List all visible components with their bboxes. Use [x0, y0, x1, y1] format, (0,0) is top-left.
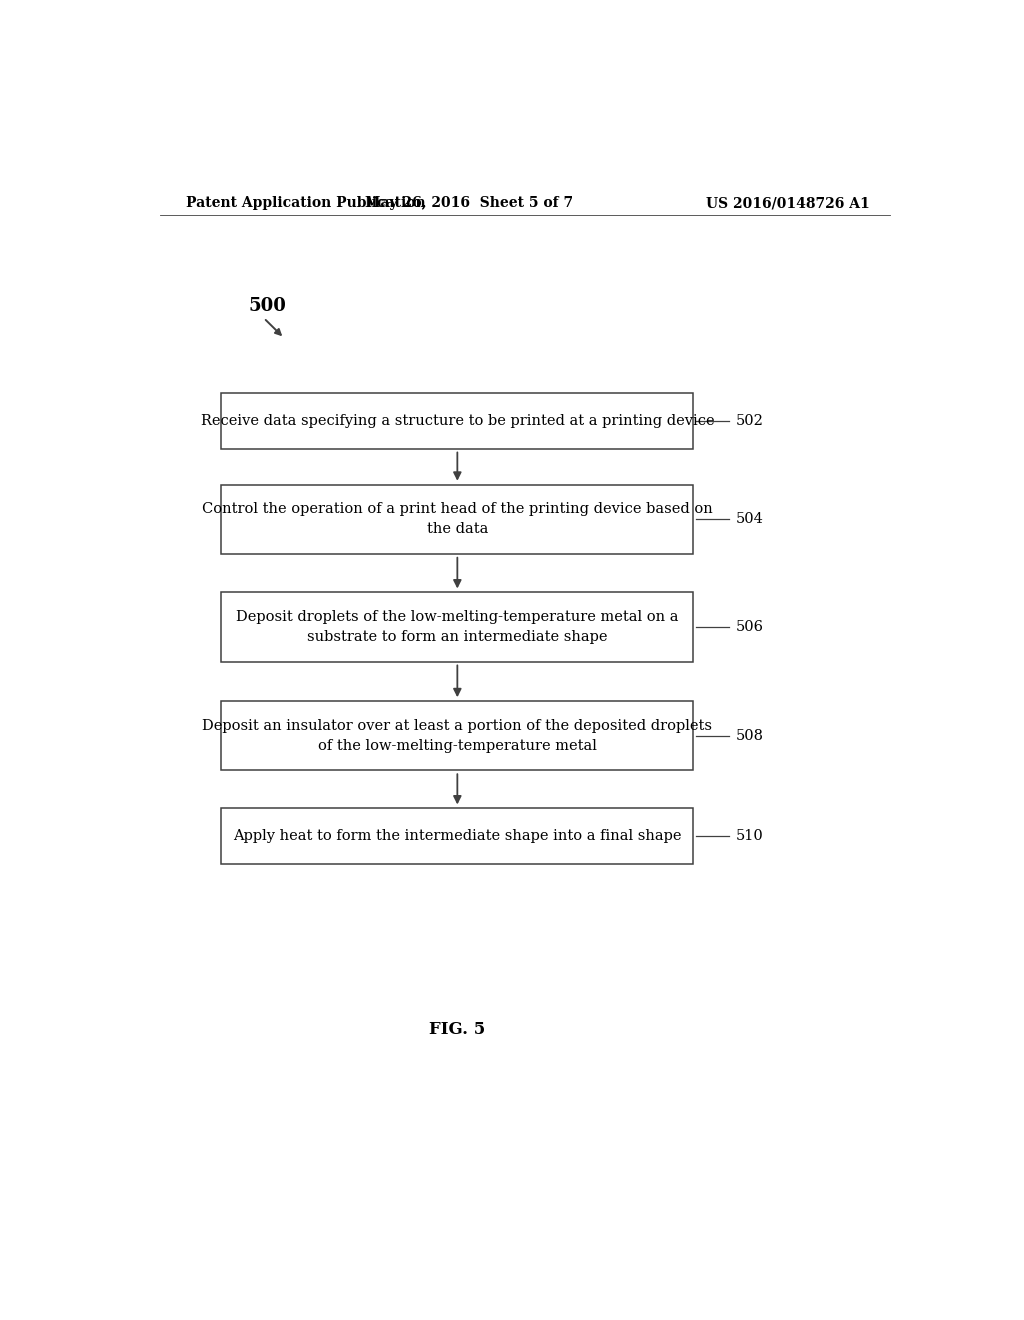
Text: 506: 506: [735, 620, 764, 634]
Text: Deposit an insulator over at least a portion of the deposited droplets
of the lo: Deposit an insulator over at least a por…: [203, 718, 713, 752]
Text: Apply heat to form the intermediate shape into a final shape: Apply heat to form the intermediate shap…: [233, 829, 682, 843]
Text: 502: 502: [735, 413, 763, 428]
Text: 504: 504: [735, 512, 763, 527]
Text: 500: 500: [249, 297, 287, 314]
Text: 510: 510: [735, 829, 763, 843]
Bar: [221, 593, 693, 661]
Text: 508: 508: [735, 729, 764, 743]
Text: US 2016/0148726 A1: US 2016/0148726 A1: [707, 197, 870, 210]
Text: Deposit droplets of the low-melting-temperature metal on a
substrate to form an : Deposit droplets of the low-melting-temp…: [237, 610, 679, 644]
Bar: [221, 808, 693, 865]
Bar: [221, 392, 693, 449]
Bar: [221, 701, 693, 771]
Text: May 26, 2016  Sheet 5 of 7: May 26, 2016 Sheet 5 of 7: [366, 197, 573, 210]
Text: Patent Application Publication: Patent Application Publication: [186, 197, 426, 210]
Text: FIG. 5: FIG. 5: [429, 1020, 485, 1038]
Text: Receive data specifying a structure to be printed at a printing device: Receive data specifying a structure to b…: [201, 413, 714, 428]
Bar: [221, 484, 693, 554]
Text: Control the operation of a print head of the printing device based on
the data: Control the operation of a print head of…: [202, 502, 713, 536]
